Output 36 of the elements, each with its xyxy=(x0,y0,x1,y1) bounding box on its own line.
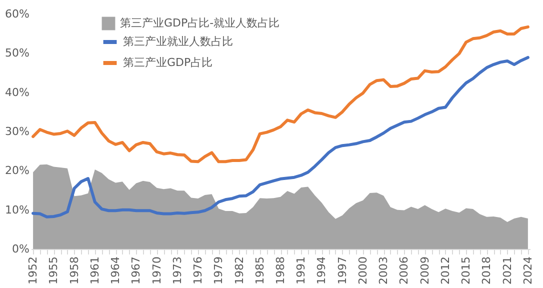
x-tick-label: 1964 xyxy=(109,256,122,284)
x-tick-label: 2009 xyxy=(418,256,432,284)
legend-label: 第三产业就业人数占比 xyxy=(123,35,233,48)
legend-label: 第三产业GDP占比 xyxy=(123,56,213,69)
y-tick-label: 20% xyxy=(5,164,30,178)
y-tick-label: 10% xyxy=(5,203,30,216)
x-tick-label: 2000 xyxy=(356,256,370,284)
x-tick-label: 2021 xyxy=(500,256,514,284)
x-tick-label: 1988 xyxy=(274,256,287,284)
x-tick-label: 2003 xyxy=(377,256,390,284)
x-tick-label: 1991 xyxy=(294,256,308,284)
x-tick-label: 1952 xyxy=(26,256,40,284)
legend-label: 第三产业GDP占比-就业人数占比 xyxy=(120,16,280,30)
x-tick-label: 1979 xyxy=(212,256,226,284)
x-tick-label: 1985 xyxy=(253,256,266,284)
x-tick-label: 1973 xyxy=(170,256,184,284)
x-tick-label: 1967 xyxy=(130,256,143,284)
x-tick-label: 2015 xyxy=(460,256,473,284)
x-tick-label: 1982 xyxy=(232,256,246,284)
x-tick-label: 2024 xyxy=(521,256,534,284)
x-tick-label: 1994 xyxy=(315,256,328,284)
x-tick-label: 2018 xyxy=(480,256,494,284)
y-tick-label: 60% xyxy=(5,8,30,20)
x-tick-label: 1997 xyxy=(336,256,349,284)
y-tick-label: 50% xyxy=(5,46,30,60)
x-tick-label: 2006 xyxy=(398,256,411,284)
y-tick-label: 0% xyxy=(12,242,30,256)
line-series xyxy=(32,56,530,218)
x-tick-label: 2012 xyxy=(438,256,452,284)
y-tick-label: 40% xyxy=(5,86,30,99)
x-tick-label: 1958 xyxy=(68,256,81,284)
x-tick-label: 1970 xyxy=(150,256,164,284)
x-tick-label: 1976 xyxy=(192,256,205,284)
x-tick-label: 1961 xyxy=(88,256,102,284)
x-tick-label: 1955 xyxy=(47,256,60,284)
y-tick-label: 30% xyxy=(5,125,30,138)
